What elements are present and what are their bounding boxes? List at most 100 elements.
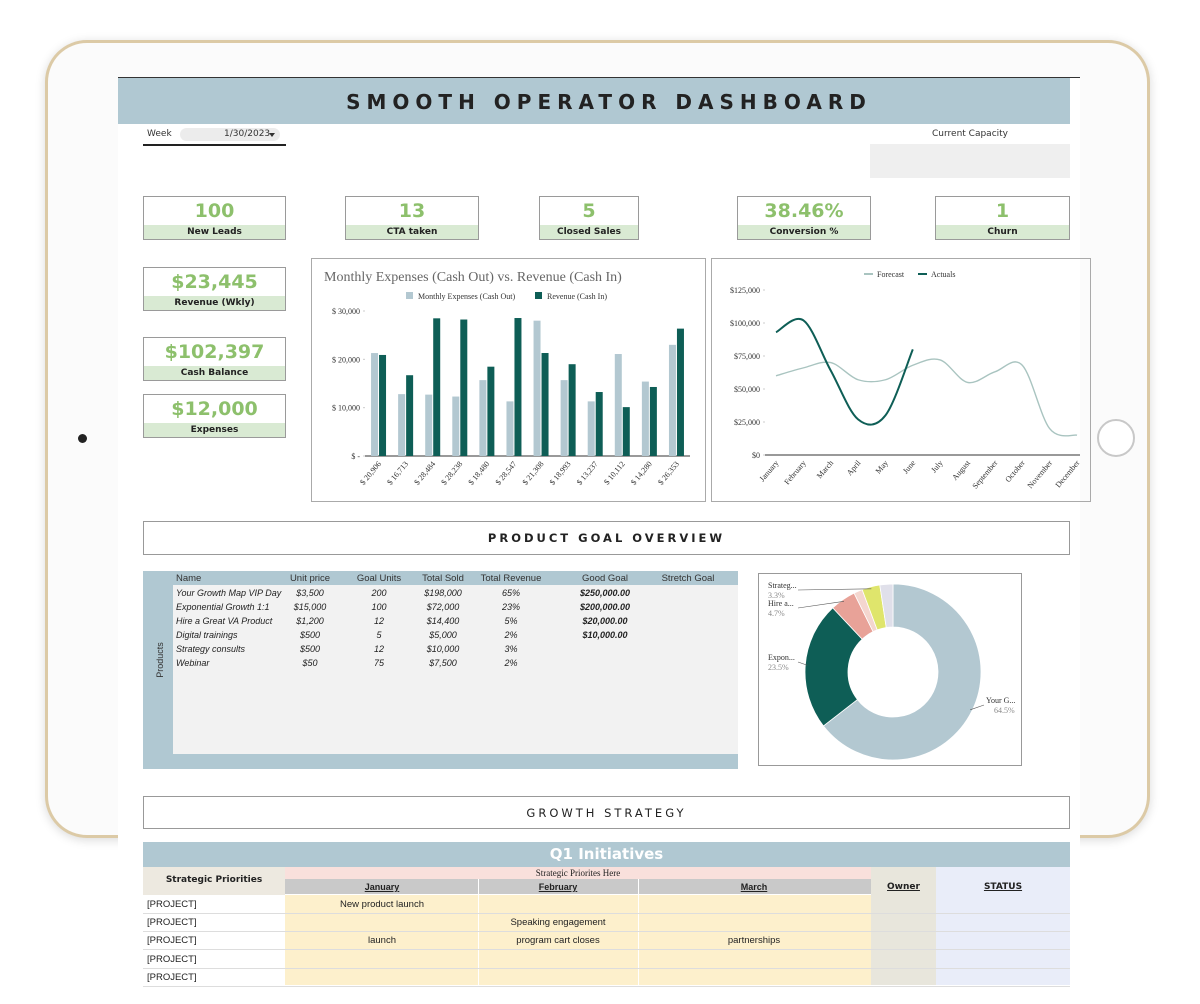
bar — [487, 366, 495, 456]
x-tick-label: September — [971, 458, 1000, 490]
slice-label: Expon... — [768, 653, 795, 662]
table-cell: 2% — [504, 658, 518, 668]
initiative-cell: launch — [368, 935, 396, 947]
leader-line — [797, 661, 808, 666]
y-tick-label: $125,000 — [730, 286, 760, 295]
pie-box — [758, 573, 1022, 766]
section-title: GROWTH STRATEGY — [526, 806, 687, 820]
x-tick-label: April — [845, 458, 863, 477]
x-tick-label: $ 28,484 — [412, 460, 437, 487]
project-cell: [PROJECT] — [147, 935, 197, 947]
table-cell: $50 — [302, 658, 318, 668]
table-cell: Strategy consults — [176, 644, 246, 654]
x-tick-label: June — [901, 458, 918, 475]
table-cell: 100 — [371, 602, 387, 612]
month-header: February — [538, 882, 578, 892]
initiative-cell: program cart closes — [516, 935, 600, 947]
column-header: Name — [176, 573, 202, 584]
y-tick-label: $ 20,000 — [332, 355, 360, 364]
capacity-box — [870, 144, 1070, 178]
section-title: PRODUCT GOAL OVERVIEW — [487, 531, 726, 545]
slice-label: Your G... — [986, 696, 1015, 705]
week-label: Week — [147, 129, 172, 139]
bar — [433, 318, 441, 456]
x-tick-label: $ 28,547 — [494, 460, 519, 487]
y-tick-label: $50,000 — [734, 385, 760, 394]
row-line — [143, 985, 1070, 987]
kpi-card: 1 Churn — [935, 196, 1070, 240]
table-cell: $500 — [299, 630, 321, 640]
owner-label: Owner — [887, 882, 920, 892]
priorities-label: Strategic Priorities — [165, 875, 263, 885]
row-line — [143, 931, 1070, 933]
project-cell: [PROJECT] — [147, 971, 197, 983]
week-underline — [143, 144, 286, 146]
line-series — [775, 358, 1078, 437]
table-cell: 65% — [501, 588, 521, 598]
bar — [614, 354, 622, 456]
column-header: Total Revenue — [480, 573, 542, 584]
table-cell: $198,000 — [424, 588, 462, 598]
slice-label: Hire a... — [768, 599, 794, 608]
row-line — [143, 913, 1070, 914]
kpi-card: 5 Closed Sales — [539, 196, 639, 240]
table-cell: 75 — [373, 658, 385, 668]
dropdown-arrow — [269, 133, 275, 137]
x-tick-label: $ 28,238 — [439, 460, 464, 487]
legend-label: Actuals — [931, 270, 955, 279]
table-cell: 12 — [373, 644, 385, 654]
q1-title: Q1 Initiatives — [549, 845, 664, 863]
week-dropdown[interactable] — [180, 128, 280, 141]
owner-column — [871, 867, 936, 985]
table-cell: Webinar — [176, 658, 210, 668]
status-label: STATUS — [983, 882, 1023, 892]
y-tick-label: $100,000 — [730, 319, 760, 328]
initiative-cell: partnerships — [727, 935, 781, 947]
table-cell: $20,000.00 — [582, 616, 628, 626]
y-tick-label: $ 30,000 — [332, 307, 360, 316]
table-cell: $15,000 — [293, 602, 327, 612]
bar — [406, 375, 414, 456]
status-column — [936, 867, 1070, 985]
table-cell: 23% — [501, 602, 521, 612]
kpi-card: 100 New Leads — [143, 196, 286, 240]
bar — [676, 328, 684, 456]
bar — [514, 318, 522, 456]
y-tick-label: $ 10,000 — [332, 404, 360, 413]
bar — [560, 380, 568, 456]
table-cell: Exponential Growth 1:1 — [176, 602, 270, 612]
y-tick-label: $75,000 — [734, 352, 760, 361]
table-cell: Digital trainings — [176, 630, 238, 640]
table-cell: $10,000.00 — [582, 630, 628, 640]
slice-value: 4.7% — [768, 609, 785, 618]
y-tick-label: $ - — [351, 452, 360, 461]
leader-line — [797, 588, 872, 591]
bar — [398, 394, 406, 456]
kpi-label: Churn — [936, 225, 1069, 239]
initiative-cell: Speaking engagement — [510, 917, 606, 929]
note-bar — [285, 867, 871, 879]
kpi-card: $12,000 Expenses — [143, 394, 286, 438]
header-bar — [118, 78, 1070, 124]
bar — [371, 353, 379, 456]
x-tick-label: December — [1054, 458, 1082, 489]
kpi-card: $102,397 Cash Balance — [143, 337, 286, 381]
column-header: Stretch Goal — [661, 573, 715, 584]
kpi-value: 13 — [398, 200, 426, 222]
month-bar — [285, 879, 871, 894]
table-cell: $5,000 — [429, 630, 457, 640]
x-tick-label: July — [929, 459, 944, 475]
bar — [649, 386, 657, 456]
x-tick-label: $ 18,480 — [467, 460, 492, 487]
kpi-label: CTA taken — [346, 225, 478, 239]
home-button[interactable] — [1097, 419, 1135, 457]
x-tick-label: $ 16,713 — [385, 460, 410, 487]
month-header: March — [740, 882, 768, 892]
legend-label: Revenue (Cash In) — [547, 292, 607, 301]
bar — [595, 392, 603, 456]
leader-line — [970, 704, 985, 711]
bar — [641, 381, 649, 456]
table-cell: 5 — [376, 630, 382, 640]
table-body — [173, 585, 738, 754]
